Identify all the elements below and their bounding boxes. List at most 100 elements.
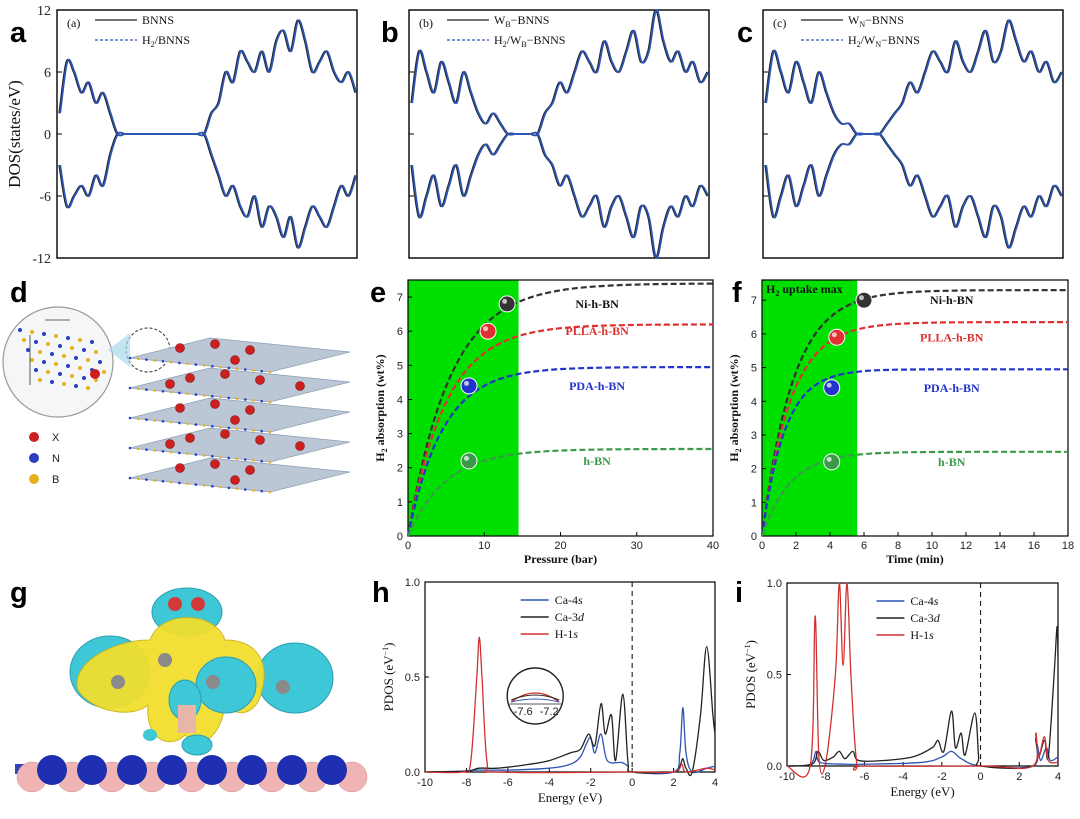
edge-atom (194, 393, 198, 396)
panel-label-e: e (370, 277, 386, 309)
x-tick-label: 0 (759, 540, 765, 552)
series-line-Ca-3d (424, 645, 716, 777)
n-atom (117, 755, 147, 785)
edge-atom (252, 369, 255, 372)
inset-ca3d (511, 694, 560, 701)
edge-atom (186, 422, 189, 426)
legend-atom-label: N (52, 453, 60, 465)
edge-atom (260, 369, 264, 373)
inset-circle (506, 667, 564, 725)
x-tick-label: 20 (554, 540, 566, 552)
x-tick-label: 30 (631, 540, 643, 552)
y-tick-label: 5 (397, 360, 403, 372)
marker-highlight (826, 456, 832, 462)
dopant-atom (295, 381, 305, 391)
series-line-Ni-h-BN (406, 282, 713, 537)
lattice-atom (86, 386, 90, 390)
plot-frame (761, 279, 1069, 537)
absorption-pressure-chart: 0 10 20 30 40 0 1 2 3 4 5 6 7 Pressure (bar) H2 absorp… (373, 279, 719, 566)
lattice-atom (78, 366, 82, 370)
edge-atom (186, 452, 189, 456)
edge-atom (145, 418, 148, 421)
legend-entry: H-1s (910, 628, 934, 642)
panel-label-g: g (10, 577, 28, 609)
edge-atom (178, 481, 181, 485)
y-tick-label: 0.0 (767, 761, 782, 773)
x-tick-label: -8 (462, 777, 472, 789)
layer-sheet (129, 367, 351, 403)
edge-atom (219, 485, 222, 489)
edge-atom (227, 456, 231, 460)
edge-atom (128, 416, 132, 420)
curve-label-PLLA-h-BN: PLLA-h-BN (920, 330, 984, 344)
lattice-atom (50, 380, 54, 384)
edge-atom (128, 356, 132, 360)
legend-entry: Ca-3d (555, 610, 585, 624)
edge-atom (136, 447, 140, 451)
g-atoms (111, 597, 290, 733)
edge-atom (169, 480, 173, 484)
series-line-h-BN (760, 450, 1068, 537)
bond-pillar (178, 705, 196, 733)
edge-atom (178, 391, 181, 395)
edge-atom (243, 458, 247, 461)
series-line-BNNS-down (58, 131, 356, 249)
series-line-BNNS-up (58, 19, 356, 137)
lobe-right (256, 642, 334, 714)
lobe-bottom (181, 734, 213, 756)
y-tick-label: 7 (751, 295, 757, 307)
edge-atom (219, 395, 222, 399)
edge-atom (243, 488, 247, 491)
lattice-atom (42, 332, 46, 336)
curve-label-PDA-h-BN: PDA-h-BN (924, 381, 980, 395)
panel-label-b: b (381, 17, 399, 49)
legend-entry: WB−BNNS (494, 13, 549, 29)
edge-atom (260, 429, 264, 433)
legend-entry: H-1s (555, 627, 579, 641)
n-atom (157, 755, 187, 785)
x-tick-label: 18 (1062, 540, 1074, 552)
legend-entry: WN−BNNS (848, 13, 904, 29)
series-line-WB-BNNS-up (410, 9, 708, 137)
edge-atom (161, 479, 165, 483)
x-tick-label: 14 (994, 540, 1006, 552)
lattice-atom (38, 378, 42, 382)
marker-h-BN (823, 453, 841, 471)
edge-atom (219, 365, 222, 369)
lattice-atom (94, 350, 98, 354)
edge-atom (128, 386, 132, 390)
edge-atom (235, 367, 239, 371)
edge-atom (178, 421, 181, 425)
curve-label-PDA-h-BN: PDA-h-BN (569, 379, 625, 393)
marker-Ni-h-BN (498, 295, 516, 313)
n-atom (277, 755, 307, 785)
ca-atom (276, 680, 290, 694)
x-tick-label: -6 (860, 771, 870, 783)
series-line-PLLA-h-BN (406, 323, 714, 537)
layer-sheet (129, 457, 351, 493)
edge-atom (227, 426, 231, 430)
x-tick-label: 40 (707, 540, 719, 552)
dopant-atom (245, 345, 255, 355)
edge-atom (227, 396, 231, 400)
dopant-atom (230, 415, 240, 425)
marker-PLLA-h-BN (828, 328, 846, 346)
dos-chart-c: (c) WN−BNNS H2/WN−BNNS (762, 9, 1064, 259)
legend-atom-N (29, 453, 39, 463)
edge-atom (153, 389, 157, 392)
stacked-layers (128, 337, 351, 494)
y-tick-label: 2 (397, 463, 403, 475)
legend-entry: BNNS (142, 13, 174, 27)
edge-atom (268, 490, 272, 494)
lattice-atom (54, 362, 58, 366)
edge-atom (243, 428, 247, 431)
y-tick-label: 0 (397, 531, 403, 543)
series-line-H-1s (424, 636, 716, 774)
x-tick-label: -10 (779, 771, 795, 783)
edge-atom (169, 390, 173, 394)
edge-atom (211, 364, 214, 368)
lattice-atom (34, 340, 38, 344)
highlight-region (408, 280, 519, 536)
dopant-atom (245, 465, 255, 475)
edge-atom (252, 459, 255, 462)
